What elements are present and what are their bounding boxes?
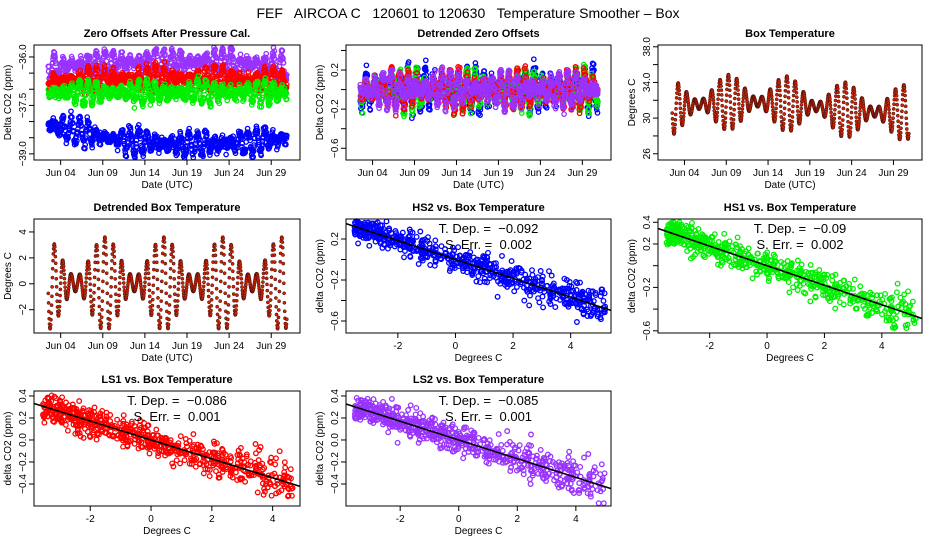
x-tick-label: Jun 19 xyxy=(172,168,202,179)
y-axis-label: Delta CO2 (ppm) xyxy=(3,65,14,141)
data-point xyxy=(95,56,102,63)
data-point xyxy=(111,54,118,61)
y-tick-label: −36.0 xyxy=(18,44,29,70)
y-tick-label: −37.5 xyxy=(18,92,29,118)
data-point xyxy=(87,53,93,60)
data-point xyxy=(68,108,74,115)
x-tick-label: Jun 14 xyxy=(130,168,160,179)
x-tick-label: Jun 04 xyxy=(46,168,76,179)
data-points xyxy=(357,56,601,122)
x-tick-label: Jun 24 xyxy=(214,168,244,179)
panel-title: Detrended Zero Offsets xyxy=(417,28,539,40)
y-tick-label: −39.0 xyxy=(18,141,29,167)
data-point xyxy=(125,66,131,72)
data-point xyxy=(223,151,229,158)
x-tick-label: Jun 29 xyxy=(256,168,286,179)
data-point xyxy=(131,105,138,111)
panel-title: Zero Offsets After Pressure Cal. xyxy=(84,28,250,40)
figure-title: FEF AIRCOA C 120601 to 120630 Temperatur… xyxy=(256,5,680,21)
data-point xyxy=(363,62,370,69)
data-point xyxy=(57,68,63,75)
data-point xyxy=(111,51,117,57)
data-point xyxy=(89,144,96,151)
data-point xyxy=(530,56,537,63)
data-point xyxy=(114,147,121,154)
panel-1: Zero Offsets After Pressure Cal. Jun 04 Ju… xyxy=(3,28,301,191)
data-point xyxy=(77,53,84,59)
data-point xyxy=(127,53,134,59)
data-points xyxy=(45,44,290,161)
data-point xyxy=(119,49,126,55)
data-point xyxy=(237,51,244,58)
data-point xyxy=(52,54,58,61)
data-point xyxy=(103,52,110,59)
x-axis-label: Date (UTC) xyxy=(141,180,192,191)
data-point xyxy=(422,57,429,64)
x-tick-label: Jun 09 xyxy=(88,168,118,179)
data-point xyxy=(102,49,109,56)
